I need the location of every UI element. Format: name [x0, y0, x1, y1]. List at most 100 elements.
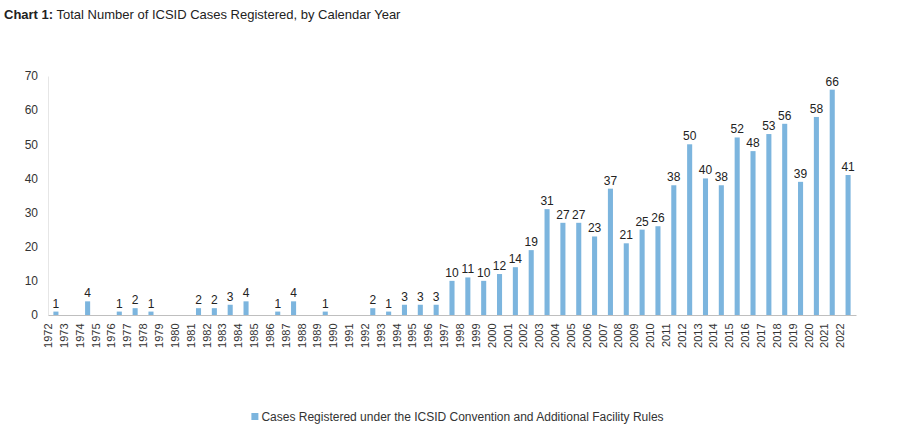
data-label: 26 [651, 211, 665, 225]
x-tick-label: 2001 [502, 323, 514, 347]
x-tick: 1997 [438, 315, 452, 348]
bar [608, 189, 613, 315]
legend-swatch [251, 413, 258, 420]
x-tick-label: 2022 [834, 323, 846, 347]
y-tick: 60 [25, 103, 48, 117]
y-tick-label: 20 [25, 240, 39, 254]
x-tick-label: 1987 [280, 323, 292, 347]
x-tick: 1975 [90, 315, 104, 348]
bar [275, 312, 280, 315]
bar [766, 134, 771, 315]
x-tick-label: 2020 [803, 323, 815, 347]
x-tick-label: 2011 [660, 323, 672, 347]
bar [434, 305, 439, 315]
data-label: 1 [148, 297, 155, 311]
bar [386, 312, 391, 315]
bar [212, 308, 217, 315]
bar [735, 137, 740, 315]
data-label: 3 [401, 290, 408, 304]
bar [291, 301, 296, 315]
bar [750, 151, 755, 315]
x-tick: 1984 [232, 315, 246, 348]
x-tick-label: 2009 [628, 323, 640, 347]
x-tick: 1995 [406, 315, 420, 348]
x-tick-label: 2016 [739, 323, 751, 347]
x-tick-label: 1998 [454, 323, 466, 347]
y-tick: 0 [31, 308, 48, 322]
data-label: 2 [132, 293, 139, 307]
x-tick: 1987 [280, 315, 294, 348]
bar [655, 226, 660, 315]
x-tick-label: 2003 [533, 323, 545, 347]
x-tick: 2017 [755, 315, 769, 348]
bar [592, 236, 597, 315]
data-label: 2 [211, 293, 218, 307]
bar [846, 175, 851, 315]
data-label: 12 [493, 259, 507, 273]
y-tick-label: 40 [25, 172, 39, 186]
chart: Chart 1: Total Number of ICSID Cases Reg… [0, 0, 915, 431]
x-tick: 2018 [771, 315, 785, 348]
x-tick: 1981 [185, 315, 199, 348]
x-tick: 1983 [216, 315, 230, 348]
y-tick-label: 50 [25, 138, 39, 152]
data-label: 52 [730, 122, 744, 136]
x-tick-label: 1993 [375, 323, 387, 347]
x-tick: 2010 [644, 315, 658, 348]
x-tick: 2003 [533, 315, 547, 348]
x-tick-label: 1989 [311, 323, 323, 347]
data-label: 31 [540, 194, 554, 208]
data-label: 39 [794, 167, 808, 181]
data-label: 38 [715, 170, 729, 184]
x-tick: 2015 [723, 315, 737, 348]
x-tick: 2012 [676, 315, 690, 348]
x-tick-label: 2018 [771, 323, 783, 347]
bar [133, 308, 138, 315]
x-tick: 1990 [327, 315, 341, 348]
x-tick: 1982 [201, 315, 215, 348]
bar [798, 182, 803, 315]
data-label: 1 [274, 297, 281, 311]
bar [481, 281, 486, 315]
legend-item: Cases Registered under the ICSID Convent… [251, 410, 663, 424]
x-tick-label: 1982 [201, 323, 213, 347]
bar [148, 312, 153, 315]
x-tick-label: 2012 [676, 323, 688, 347]
x-tick: 2019 [787, 315, 801, 348]
title: Chart 1: Total Number of ICSID Cases Reg… [4, 7, 401, 22]
data-label: 3 [433, 290, 440, 304]
y-tick: 30 [25, 206, 48, 220]
x-tick: 2009 [628, 315, 642, 348]
bar [244, 301, 249, 315]
data-label: 50 [683, 129, 697, 143]
x-tick-label: 1996 [422, 323, 434, 347]
x-tick-label: 1975 [90, 323, 102, 347]
bar [418, 305, 423, 315]
x-tick-label: 2006 [581, 323, 593, 347]
y-tick: 40 [25, 172, 48, 186]
x-tick-label: 2002 [517, 323, 529, 347]
bar [497, 274, 502, 315]
x-tick: 1999 [470, 315, 484, 348]
x-tick: 2016 [739, 315, 753, 348]
x-tick-label: 1978 [137, 323, 149, 347]
x-tick: 1992 [359, 315, 373, 348]
x-tick: 1976 [105, 315, 119, 348]
x-tick-label: 1981 [185, 323, 197, 347]
x-tick: 1985 [248, 315, 262, 348]
x-tick: 2007 [597, 315, 611, 348]
x-tick: 1977 [121, 315, 135, 348]
x-tick: 1972 [42, 315, 56, 348]
data-label: 25 [635, 215, 649, 229]
data-label: 66 [826, 75, 840, 89]
data-label: 14 [509, 252, 523, 266]
bar [545, 209, 550, 315]
x-tick: 1991 [343, 315, 357, 348]
x-tick-label: 1972 [42, 323, 54, 347]
bar [85, 301, 90, 315]
x-tick-label: 2000 [486, 323, 498, 347]
x-tick-label: 1997 [438, 323, 450, 347]
y-tick-label: 70 [25, 69, 39, 83]
data-label: 58 [810, 102, 824, 116]
data-label: 41 [841, 160, 855, 174]
